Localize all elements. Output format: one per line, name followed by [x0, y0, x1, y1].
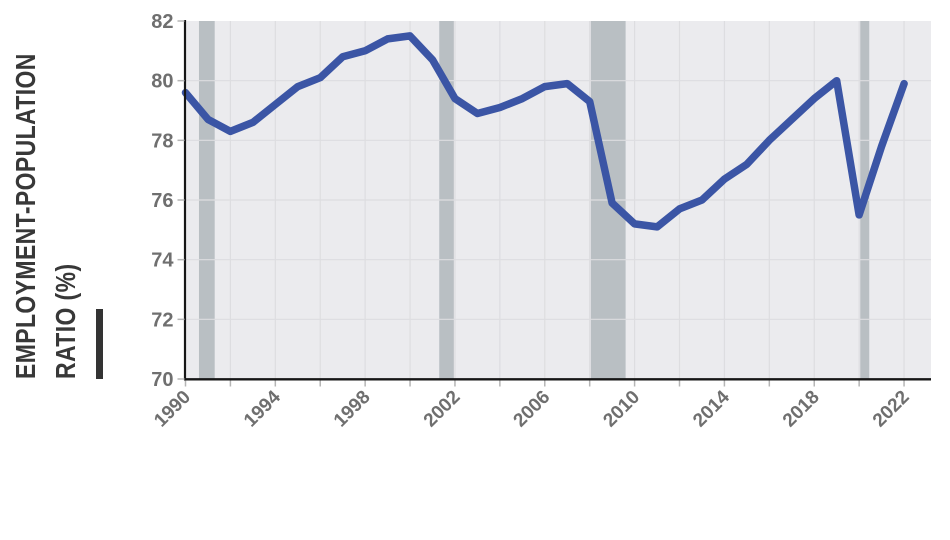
series-line	[181, 32, 908, 231]
y-tick-label: 78	[151, 130, 173, 152]
axis-accent-bar	[96, 309, 103, 379]
y-tick-label: 72	[151, 309, 173, 331]
y-tick-label: 82	[151, 11, 173, 33]
x-tick-label: 1998	[330, 387, 375, 432]
x-tick-label: 2018	[779, 387, 824, 432]
y-tick-label: 76	[151, 190, 173, 212]
x-tick-label: 2014	[689, 386, 734, 431]
y-tick-label: 70	[151, 369, 173, 391]
x-tick-label: 1990	[150, 387, 195, 432]
x-tick-label: 2006	[510, 387, 555, 432]
x-tick-label: 2022	[869, 387, 914, 432]
x-tick-label: 2002	[420, 387, 465, 432]
x-tick-label: 2010	[599, 387, 644, 432]
y-tick-label: 74	[151, 250, 174, 272]
y-tick-label: 80	[151, 71, 173, 93]
x-tick-label: 1994	[240, 386, 285, 431]
